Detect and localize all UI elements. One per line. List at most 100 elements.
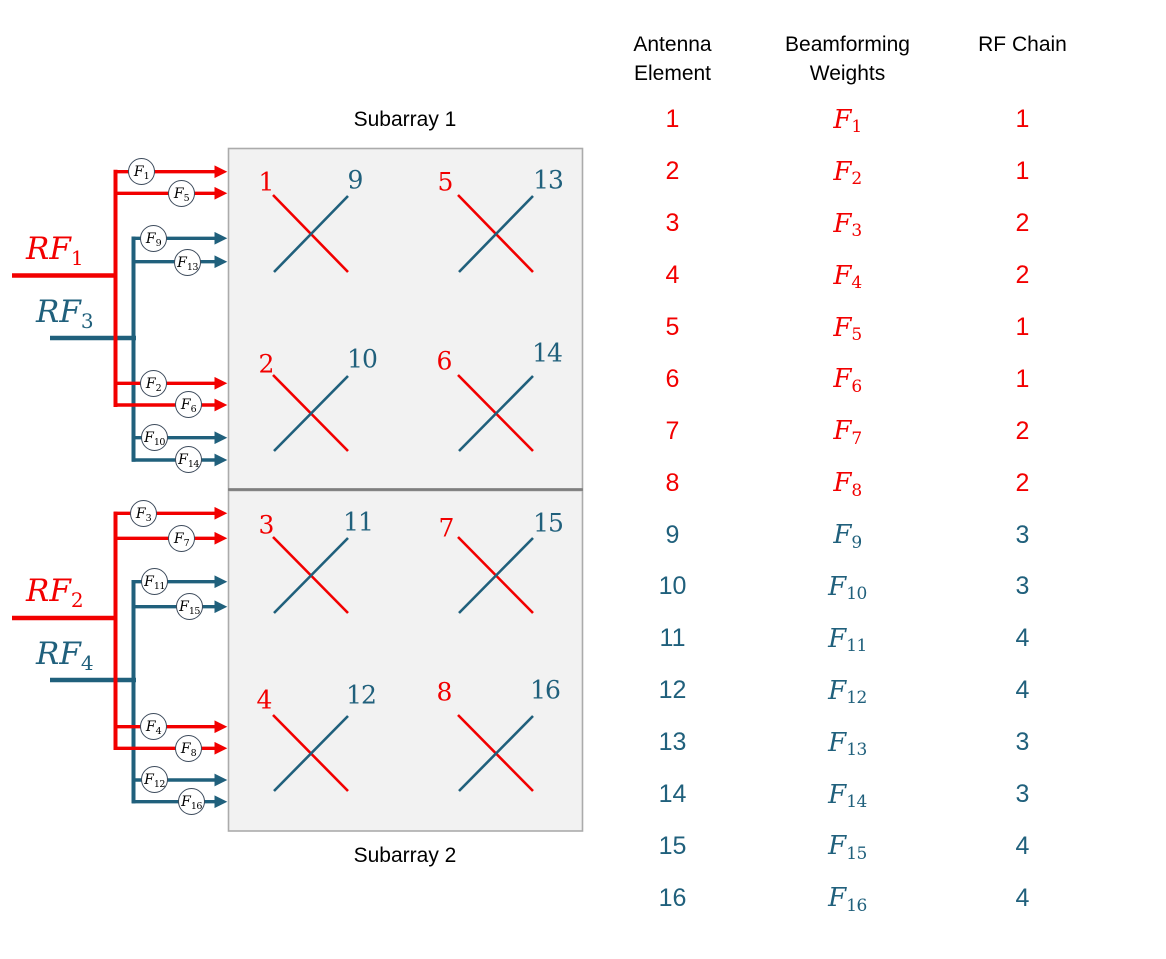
antenna-element-cell: 6 <box>665 364 680 393</box>
weight-subscript: 7 <box>183 537 190 549</box>
antenna-element-cell: 10 <box>658 572 687 601</box>
weight-cell: F 11 <box>828 623 867 657</box>
weight-circle-f13: F 13 <box>174 249 201 276</box>
antenna-15-dipole <box>458 537 534 614</box>
weight-circle-f14: F 14 <box>175 446 202 473</box>
weight-cell: F 13 <box>828 727 867 761</box>
antenna-number: 16 <box>530 675 561 705</box>
rf-chain-cell: 1 <box>1015 157 1030 186</box>
weight-circle-f11: F 11 <box>141 568 168 595</box>
antenna-element-cell: 9 <box>665 520 680 549</box>
rf2-label: RF 2 <box>26 576 84 611</box>
weight-symbol: F <box>144 573 154 590</box>
weight-subscript: 10 <box>153 436 166 448</box>
weight-circle-f12: F 12 <box>141 766 168 793</box>
antenna-x-elements <box>272 194 534 792</box>
rf4-subscript: 4 <box>80 651 94 675</box>
antenna-number: 11 <box>343 507 374 537</box>
rf-chain-cell: 3 <box>1015 728 1030 757</box>
rf-chain-cell: 3 <box>1015 572 1030 601</box>
antenna-element-cell: 12 <box>658 676 687 705</box>
antenna-element-cell: 11 <box>659 624 686 653</box>
rf-chain-cell: 1 <box>1015 105 1030 134</box>
weight-symbol: F <box>145 718 156 735</box>
antenna-element-cell: 8 <box>665 468 680 497</box>
antenna-16-dipole <box>458 715 534 792</box>
antenna-11-dipole <box>273 537 349 614</box>
rf-chain-cell: 1 <box>1015 313 1030 341</box>
antenna-element-cell: 5 <box>665 313 680 341</box>
weight-cell: F 14 <box>828 779 867 813</box>
antenna-number: 7 <box>438 513 455 543</box>
weight-subscript: 5 <box>183 192 190 204</box>
weight-symbol: F <box>133 163 144 180</box>
antenna-number: 12 <box>346 680 377 710</box>
subarray-boxes <box>227 147 584 832</box>
weight-cell: F 10 <box>828 571 867 605</box>
antenna-number: 3 <box>258 510 275 540</box>
header-rf-chain: RF Chain <box>978 33 1067 56</box>
antenna-number: 5 <box>437 167 454 197</box>
rf-chain-cell: 2 <box>1015 416 1030 445</box>
weight-subscript: 2 <box>155 382 162 394</box>
antenna-element-cell: 7 <box>665 416 680 445</box>
weight-symbol: F <box>181 793 191 810</box>
weight-subscript: 1 <box>143 170 150 182</box>
weight-subscript: 9 <box>155 237 162 249</box>
weight-symbol: F <box>173 530 184 547</box>
antenna-number: 6 <box>436 346 453 376</box>
weight-symbol: F <box>177 254 187 271</box>
rf1-label: RF 1 <box>26 234 84 270</box>
weight-cell: F 16 <box>828 883 867 916</box>
rf3-label: RF 3 <box>36 297 94 332</box>
subarray-1-title: Subarray 1 <box>353 108 457 131</box>
weight-cell: F 12 <box>828 675 867 709</box>
rf-chain-cell: 4 <box>1015 676 1030 705</box>
header-beamforming-weights: Beamforming Weights <box>785 33 910 85</box>
subarray-2-title: Subarray 2 <box>353 844 457 867</box>
header-antenna-element: Antenna Element <box>633 33 712 85</box>
antenna-9-dipole <box>273 195 349 273</box>
weight-circle-f10: F 10 <box>141 424 168 451</box>
rf-chain-cell: 2 <box>1015 261 1030 290</box>
weight-symbol: F <box>145 375 156 392</box>
weight-symbol: F <box>135 505 146 522</box>
weight-subscript: 4 <box>155 725 162 737</box>
weight-symbol: F <box>145 230 156 247</box>
weight-symbol: F <box>180 396 191 413</box>
weight-symbol: F <box>178 451 188 468</box>
rf-chain-cell: 1 <box>1015 364 1030 393</box>
weight-subscript: 15 <box>188 605 201 617</box>
weight-symbol: F <box>144 429 154 446</box>
antenna-number: 15 <box>533 508 564 538</box>
rf-chain-cell: 3 <box>1015 780 1030 809</box>
rf1-subscript: 1 <box>70 246 84 270</box>
weight-subscript: 12 <box>153 778 166 790</box>
weight-symbol: F <box>179 598 189 615</box>
weight-subscript: 13 <box>186 261 199 273</box>
antenna-element-cell: 14 <box>658 780 687 809</box>
weight-symbol: F <box>173 185 184 202</box>
weight-subscript: 14 <box>187 458 200 470</box>
weight-subscript: 11 <box>153 580 166 592</box>
weight-subscript: 16 <box>190 800 203 812</box>
antenna-number: 9 <box>347 165 364 195</box>
antenna-13-dipole <box>458 195 534 273</box>
antenna-element-cell: 2 <box>665 157 680 186</box>
antenna-element-cell: 3 <box>665 209 680 238</box>
